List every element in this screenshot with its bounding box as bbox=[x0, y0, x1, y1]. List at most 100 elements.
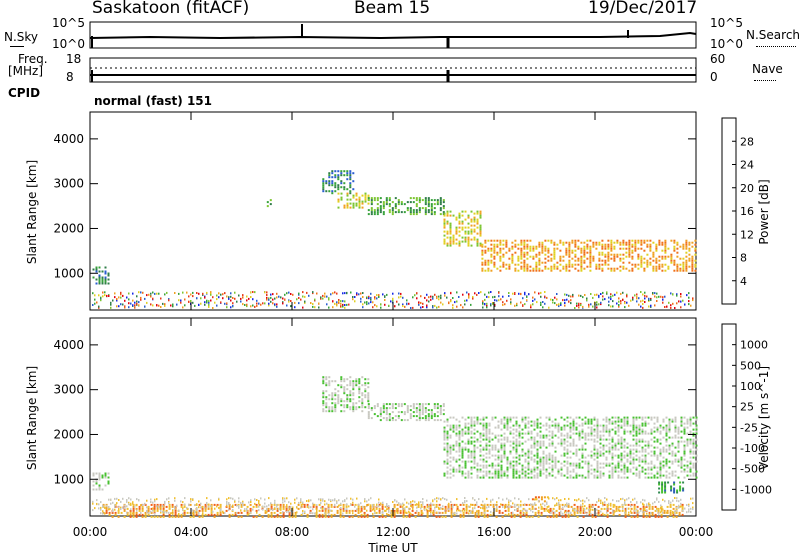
velocity-cell bbox=[588, 511, 591, 514]
velocity-cell bbox=[488, 470, 491, 473]
power-cell bbox=[511, 253, 514, 256]
velocity-cell bbox=[364, 396, 367, 399]
power-cell bbox=[476, 220, 479, 223]
power-clutter-cell bbox=[240, 297, 242, 300]
power-cell bbox=[266, 205, 269, 208]
velocity-cell bbox=[354, 503, 357, 506]
velocity-cell bbox=[593, 458, 596, 461]
power-cell bbox=[562, 241, 565, 244]
velocity-cell bbox=[537, 515, 540, 518]
velocity-cell bbox=[129, 515, 132, 518]
velocity-cell bbox=[676, 489, 679, 492]
power-cell bbox=[421, 207, 424, 210]
power-clutter-cell bbox=[374, 296, 376, 299]
velocity-clutter-cell bbox=[422, 503, 424, 506]
velocity-cell bbox=[638, 450, 641, 453]
velocity-clutter-cell bbox=[174, 506, 176, 508]
velocity-cell bbox=[123, 509, 126, 512]
velocity-cell bbox=[334, 408, 337, 411]
power-clutter-cell bbox=[128, 292, 130, 295]
power-cell bbox=[658, 241, 661, 244]
velocity-cell bbox=[423, 505, 426, 508]
velocity-cell bbox=[644, 472, 647, 475]
velocity-cell bbox=[153, 505, 156, 508]
power-clutter-cell bbox=[484, 303, 486, 305]
velocity-cell bbox=[675, 511, 678, 514]
velocity-cell bbox=[500, 420, 503, 423]
velocity-cell bbox=[525, 511, 528, 514]
velocity-cell bbox=[662, 420, 665, 423]
power-cell bbox=[640, 247, 643, 250]
velocity-cell bbox=[620, 470, 623, 473]
velocity-clutter-cell bbox=[474, 499, 476, 502]
power-cell bbox=[502, 243, 505, 246]
power-cell bbox=[439, 201, 442, 204]
velocity-cell bbox=[135, 507, 138, 510]
velocity-cell bbox=[597, 513, 600, 516]
velocity-cell bbox=[482, 448, 485, 451]
velocity-cell bbox=[522, 513, 525, 516]
velocity-cell bbox=[482, 458, 485, 461]
velocity-cell bbox=[533, 476, 536, 479]
velocity-cell bbox=[600, 507, 603, 510]
power-cell bbox=[685, 239, 688, 242]
velocity-clutter-cell bbox=[558, 499, 560, 502]
velocity-cell bbox=[216, 503, 219, 506]
velocity-cell bbox=[349, 394, 352, 397]
velocity-cell bbox=[479, 470, 482, 473]
velocity-cell bbox=[692, 446, 695, 449]
velocity-cell bbox=[528, 515, 531, 518]
velocity-cell bbox=[678, 505, 681, 508]
velocity-clutter-cell bbox=[300, 498, 302, 501]
velocity-cell bbox=[441, 515, 444, 518]
velocity-cell bbox=[370, 409, 373, 412]
velocity-cell bbox=[533, 446, 536, 449]
power-cell bbox=[487, 259, 490, 262]
velocity-cell bbox=[572, 476, 575, 479]
velocity-cell bbox=[500, 476, 503, 479]
velocity-clutter-cell bbox=[258, 505, 260, 508]
power-cell bbox=[352, 194, 355, 197]
velocity-cell bbox=[647, 476, 650, 479]
velocity-cell bbox=[578, 448, 581, 451]
velocity-cell bbox=[494, 474, 497, 477]
velocity-cell bbox=[614, 470, 617, 473]
velocity-clutter-cell bbox=[328, 507, 330, 510]
power-clutter-cell bbox=[498, 299, 500, 302]
power-clutter-cell bbox=[394, 305, 396, 308]
power-clutter-cell bbox=[432, 297, 434, 300]
power-clutter-cell bbox=[100, 299, 102, 302]
velocity-clutter-cell bbox=[180, 500, 182, 503]
velocity-cell bbox=[647, 432, 650, 435]
velocity-cell bbox=[692, 440, 695, 443]
velocity-cell bbox=[549, 515, 552, 518]
velocity-cell bbox=[461, 460, 464, 463]
velocity-cell bbox=[282, 505, 285, 508]
velocity-cell bbox=[443, 420, 446, 423]
power-cell bbox=[331, 180, 334, 183]
velocity-cell bbox=[558, 511, 561, 514]
velocity-cell bbox=[695, 418, 698, 421]
velocity-cell bbox=[677, 432, 680, 435]
velocity-cell bbox=[692, 434, 695, 437]
velocity-clutter-cell bbox=[96, 499, 98, 502]
velocity-cell bbox=[539, 472, 542, 475]
velocity-clutter-cell bbox=[366, 500, 368, 503]
velocity-cell bbox=[108, 511, 111, 514]
power-clutter-cell bbox=[656, 292, 658, 295]
velocity-cell bbox=[104, 474, 107, 477]
nsky-tick-high: 10^5 bbox=[52, 16, 85, 30]
power-cell bbox=[565, 267, 568, 270]
velocity-cell bbox=[648, 507, 651, 510]
velocity-cell bbox=[288, 505, 291, 508]
velocity-cell bbox=[180, 503, 183, 506]
power-clutter-cell bbox=[436, 306, 438, 309]
velocity-clutter-cell bbox=[274, 507, 276, 510]
power-clutter-cell bbox=[398, 296, 400, 299]
velocity-clutter-cell bbox=[150, 498, 152, 501]
velocity-cell bbox=[575, 444, 578, 447]
power-clutter-cell bbox=[360, 297, 362, 300]
power-clutter-cell bbox=[218, 296, 220, 299]
velocity-cell bbox=[548, 472, 551, 475]
power-cell bbox=[322, 178, 325, 181]
